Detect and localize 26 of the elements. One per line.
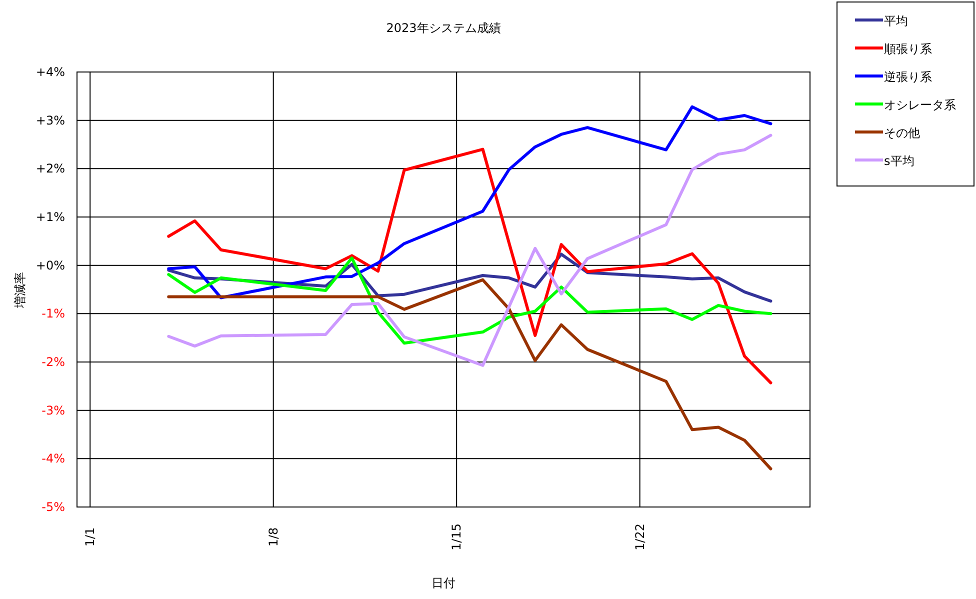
y-tick-label: -2% <box>42 355 65 369</box>
chart-title: 2023年システム成績 <box>386 21 501 35</box>
y-tick-label: +0% <box>36 258 65 272</box>
x-axis-title: 日付 <box>432 576 456 590</box>
legend-label: 平均 <box>884 14 908 28</box>
y-tick-label: +4% <box>36 65 65 79</box>
line-series <box>167 256 772 345</box>
y-tick-label: +1% <box>36 210 65 224</box>
y-tick-label: -4% <box>42 452 65 466</box>
line-series <box>167 278 772 470</box>
y-tick-label: +2% <box>36 162 65 176</box>
x-tick-label: 1/15 <box>450 524 464 550</box>
y-tick-label: +3% <box>36 113 65 128</box>
x-tick-label: 1/1 <box>83 527 98 547</box>
y-tick-label: -3% <box>42 403 65 418</box>
legend-label: オシレータ系 <box>884 98 956 112</box>
y-tick-label: -1% <box>42 306 65 321</box>
legend-label: 順張り系 <box>884 42 932 56</box>
legend-label: 逆張り系 <box>884 70 932 84</box>
y-tick-label: -5% <box>42 500 65 514</box>
x-tick-label: 1/8 <box>266 527 280 547</box>
y-axis-title: 増減率 <box>13 272 27 309</box>
line-series <box>167 105 772 300</box>
legend-label: s平均 <box>884 154 914 168</box>
legend-label: その他 <box>884 126 920 140</box>
x-tick-label: 1/22 <box>632 524 647 550</box>
